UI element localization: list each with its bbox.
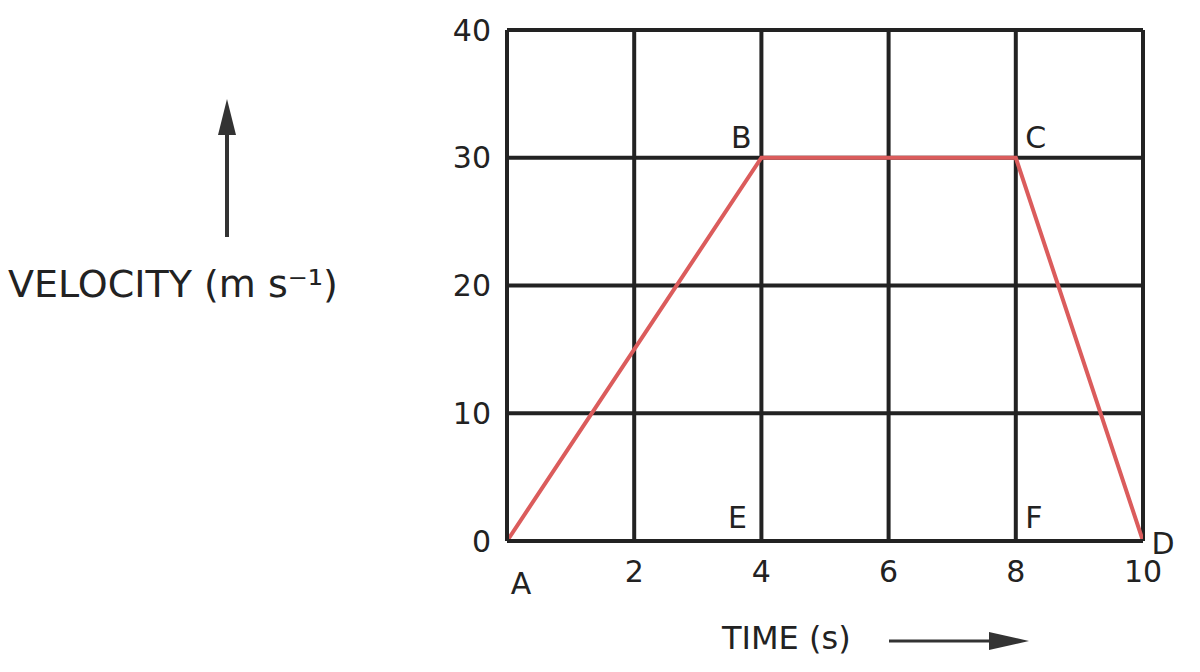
- svg-text:F: F: [1025, 500, 1042, 535]
- svg-text:10: 10: [1124, 554, 1162, 589]
- svg-text:E: E: [728, 500, 747, 535]
- svg-text:D: D: [1151, 525, 1175, 561]
- svg-text:30: 30: [453, 140, 491, 175]
- svg-text:8: 8: [1006, 554, 1025, 589]
- svg-text:A: A: [511, 566, 532, 601]
- svg-text:0: 0: [472, 524, 491, 559]
- html-text:VELOCITY (m s⁻¹): VELOCITY (m s⁻¹): [8, 262, 338, 306]
- svg-text:10: 10: [453, 396, 491, 431]
- svg-text:4: 4: [752, 554, 771, 589]
- svg-text:40: 40: [453, 13, 491, 48]
- svg-text:2: 2: [625, 554, 644, 589]
- html-text:TIME (s): TIME (s): [722, 619, 851, 657]
- svg-text:C: C: [1025, 120, 1046, 155]
- svg-text:20: 20: [453, 268, 491, 303]
- svg-text:B: B: [731, 120, 752, 155]
- svg-text:6: 6: [879, 554, 898, 589]
